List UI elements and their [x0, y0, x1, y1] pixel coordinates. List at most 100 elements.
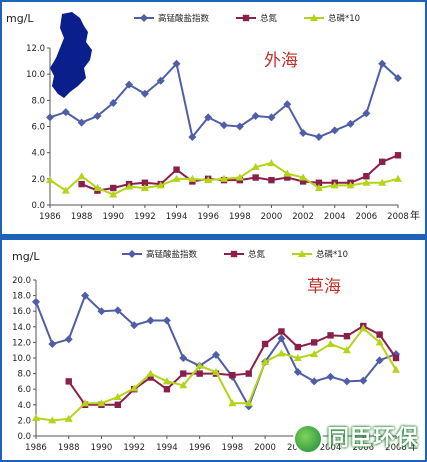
- data-point-0: [188, 132, 197, 141]
- data-point-0: [125, 80, 134, 89]
- data-point-2: [81, 399, 90, 407]
- legend-label-1: 总氮: [248, 249, 266, 260]
- data-point-0: [172, 59, 181, 68]
- data-point-0: [244, 402, 253, 411]
- chart-annotation: 草海: [307, 277, 341, 297]
- data-point-0: [310, 377, 319, 386]
- data-point-1: [268, 176, 275, 184]
- y-tick-label: 2.0: [31, 175, 45, 185]
- data-point-1: [363, 173, 370, 180]
- data-point-0: [46, 113, 54, 122]
- legend-marker-1: [242, 14, 250, 22]
- data-point-2: [326, 339, 335, 347]
- data-point-2: [93, 183, 102, 191]
- data-point-2: [109, 190, 118, 198]
- data-point-2: [125, 182, 134, 190]
- data-point-1: [315, 179, 323, 186]
- y-tick-label: 12.0: [12, 338, 31, 348]
- data-point-0: [394, 74, 402, 83]
- data-point-0: [77, 118, 86, 127]
- data-point-0: [146, 316, 155, 325]
- data-point-2: [46, 176, 54, 184]
- y-tick-label: 10.0: [26, 70, 45, 80]
- x-axis-suffix: 年: [410, 209, 420, 222]
- y-tick-label: 6.0: [17, 385, 31, 395]
- x-tick-label: 1994: [156, 443, 178, 453]
- data-point-2: [130, 384, 139, 392]
- data-point-0: [113, 306, 122, 315]
- data-point-2: [228, 399, 237, 407]
- data-point-2: [156, 181, 165, 189]
- data-point-0: [251, 112, 260, 121]
- y-tick-label: 0.0: [17, 432, 31, 442]
- x-tick-label: 1988: [58, 443, 80, 453]
- data-point-0: [93, 112, 102, 121]
- data-point-2: [195, 361, 204, 369]
- data-point-0: [162, 316, 171, 325]
- legend-label-2: 总磷*10: [316, 249, 348, 260]
- data-point-2: [140, 183, 149, 191]
- data-point-1: [196, 370, 203, 377]
- data-point-1: [394, 152, 402, 159]
- data-point-2: [204, 176, 213, 184]
- x-tick-label: 1990: [102, 212, 124, 222]
- data-point-0: [140, 89, 149, 98]
- legend-label-0: 高锰酸盐指数: [146, 249, 198, 260]
- x-tick-label: 1986: [25, 443, 47, 453]
- legend-marker-1: [230, 250, 238, 258]
- watermark-logo: 同臣环保: [292, 420, 419, 454]
- data-point-1: [294, 343, 302, 351]
- data-point-0: [326, 372, 335, 381]
- x-tick-label: 1998: [222, 443, 244, 453]
- data-point-2: [77, 172, 86, 180]
- data-point-0: [362, 109, 371, 118]
- data-point-2: [179, 381, 188, 389]
- legend-marker-2: [310, 14, 318, 21]
- x-tick-label: 1994: [166, 212, 188, 222]
- data-point-2: [188, 174, 197, 182]
- data-point-0: [179, 354, 188, 362]
- data-point-1: [284, 174, 291, 181]
- legend-marker-2: [298, 250, 306, 257]
- y-tick-label: 20.0: [12, 276, 31, 286]
- data-point-2: [310, 350, 319, 358]
- y-tick-label: 12.0: [26, 44, 45, 54]
- data-point-1: [343, 332, 351, 340]
- data-point-2: [314, 183, 323, 191]
- legend-marker-0: [140, 14, 148, 22]
- data-point-1: [376, 331, 383, 338]
- data-point-2: [244, 399, 253, 407]
- data-point-2: [392, 365, 400, 373]
- data-point-1: [114, 401, 122, 408]
- y-tick-label: 18.0: [12, 292, 31, 302]
- data-point-0: [277, 334, 286, 343]
- data-point-2: [61, 186, 70, 194]
- data-point-2: [267, 159, 276, 167]
- x-tick-label: 1988: [71, 212, 93, 222]
- data-point-0: [220, 121, 228, 130]
- watermark-text: 同臣环保: [326, 426, 419, 451]
- x-tick-label: 2000: [261, 212, 283, 222]
- data-point-1: [245, 370, 252, 377]
- y-tick-label: 4.0: [17, 401, 31, 411]
- data-point-2: [342, 346, 351, 354]
- data-point-0: [130, 321, 139, 330]
- x-tick-label: 2008: [385, 443, 407, 453]
- data-point-0: [342, 377, 351, 386]
- x-tick-label: 1996: [189, 443, 211, 453]
- x-tick-label: 2000: [254, 443, 276, 453]
- watermark-logo-icon: [292, 424, 323, 454]
- x-tick-label: 1998: [229, 212, 251, 222]
- legend-label-2: 总磷*10: [328, 13, 360, 24]
- data-point-1: [278, 328, 285, 335]
- data-point-1: [229, 371, 236, 379]
- legend-label-1: 总氮: [260, 13, 278, 24]
- data-point-0: [64, 335, 73, 344]
- x-tick-label: 1986: [39, 212, 61, 222]
- chart-caohai: 0.0 2.0 4.0 6.0 8.0 10.0 12.0 14.0 16.0 18.0 20.0 1…: [12, 249, 418, 453]
- x-tick-label: 1992: [123, 443, 145, 453]
- data-point-2: [235, 173, 244, 181]
- data-point-0: [48, 339, 57, 348]
- data-point-2: [378, 178, 387, 186]
- x-tick-label: 1996: [197, 212, 219, 222]
